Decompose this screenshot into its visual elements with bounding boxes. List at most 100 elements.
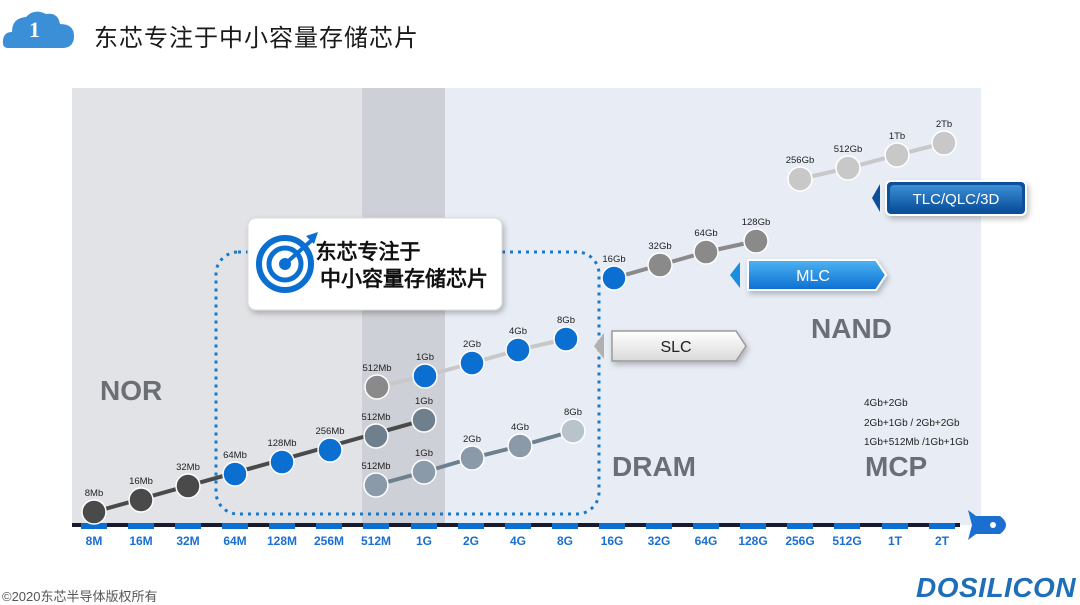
point-label: 4Gb	[511, 422, 529, 433]
series-dram: 512Mb 1Gb 2Gb 4Gb 8Gb	[361, 407, 586, 498]
axis-tick	[834, 523, 860, 529]
point-label: 8Gb	[557, 315, 575, 326]
point-label: 1Gb	[415, 448, 433, 459]
point-label: 128Gb	[742, 217, 771, 228]
data-point	[835, 155, 861, 181]
point-label: 2Tb	[936, 119, 952, 130]
tag-mlc-text: MLC	[796, 268, 830, 285]
tag-tlc: TLC/QLC/3D	[872, 180, 1027, 216]
axis-tick	[269, 523, 295, 529]
page-title: 东芯专注于中小容量存储芯片	[94, 24, 419, 52]
series-nor: 64Mb 128Mb 256Mb	[222, 426, 345, 487]
axis-tick	[693, 523, 719, 529]
data-point	[601, 265, 627, 291]
point-label: 8Mb	[85, 488, 103, 499]
axis-tick	[599, 523, 625, 529]
mcp-line-2: 2Gb+1Gb / 2Gb+2Gb	[864, 418, 960, 429]
axis-tick	[222, 523, 248, 529]
point-label: 128Mb	[267, 438, 296, 449]
axis-tick	[81, 523, 107, 529]
company-logo: DOSILICON	[916, 572, 1077, 603]
x-axis-label: 64G	[695, 534, 718, 548]
data-point	[128, 487, 154, 513]
point-label: 32Mb	[176, 462, 200, 473]
target-icon	[256, 232, 318, 293]
data-point	[553, 326, 579, 352]
x-axis-label: 256G	[785, 534, 814, 548]
axis-tick	[646, 523, 672, 529]
data-point	[222, 461, 248, 487]
nand-label: NAND	[811, 313, 892, 344]
data-point	[363, 423, 389, 449]
point-label: 256Gb	[786, 155, 815, 166]
point-label: 1Tb	[889, 131, 905, 142]
x-axis-label: 4G	[510, 534, 526, 548]
data-point	[364, 374, 390, 400]
x-axis-label: 256M	[314, 534, 344, 548]
rocket-icon	[968, 510, 1006, 540]
x-axis-label: 512G	[832, 534, 861, 548]
point-label: 16Gb	[602, 254, 625, 265]
x-axis-label: 64M	[223, 534, 246, 548]
data-point	[363, 472, 389, 498]
axis-tick	[316, 523, 342, 529]
mcp-label: MCP	[865, 451, 927, 482]
axis-tick	[128, 523, 154, 529]
x-axis-label: 2G	[463, 534, 479, 548]
callout-line-2: 中小容量存储芯片	[320, 267, 488, 291]
data-point	[411, 459, 437, 485]
point-label: 1Gb	[415, 396, 433, 407]
header: 1 东芯专注于中小容量存储芯片	[0, 0, 1080, 70]
series-mlc: 16Gb 32Gb 64Gb 128Gb	[601, 217, 771, 291]
axis-tick	[740, 523, 766, 529]
data-point	[787, 166, 813, 192]
x-axis-label: 2T	[935, 534, 950, 548]
tag-tlc-text: TLC/QLC/3D	[913, 191, 1000, 208]
series-line	[799, 141, 945, 181]
mcp-line-1: 4Gb+2Gb	[864, 398, 908, 409]
series-tlc-qlc-3d: 256Gb 512Gb 1Tb 2Tb	[786, 119, 957, 192]
data-point	[560, 418, 586, 444]
series-line	[613, 239, 757, 280]
section-number: 1	[29, 17, 40, 42]
data-point	[647, 252, 673, 278]
point-label: 64Gb	[694, 228, 717, 239]
tag-slc: SLC	[594, 330, 747, 362]
axis-tick	[929, 523, 955, 529]
point-label: 16Mb	[129, 476, 153, 487]
series-nor: 8Mb 16Mb 32Mb	[81, 462, 201, 525]
x-axis-label: 1G	[416, 534, 432, 548]
nor-label: NOR	[100, 375, 162, 406]
point-label: 8Gb	[564, 407, 582, 418]
axis-tick	[411, 523, 437, 529]
axis-tick	[505, 523, 531, 529]
copyright: ©2020东芯半导体版权所有	[2, 589, 158, 604]
axis-tick	[458, 523, 484, 529]
data-point	[884, 142, 910, 168]
series-slc: 512Mb 1Gb 2Gb 4Gb 8Gb	[362, 315, 579, 400]
x-axis-label: 8G	[557, 534, 573, 548]
axis-tick	[787, 523, 813, 529]
point-label: 512Gb	[834, 144, 863, 155]
point-label: 512Mb	[361, 412, 390, 423]
data-point	[459, 350, 485, 376]
point-label: 64Mb	[223, 450, 247, 461]
data-point	[81, 499, 107, 525]
tag-mlc: MLC	[730, 259, 888, 291]
data-point	[459, 445, 485, 471]
mcp-line-3: 1Gb+512Mb /1Gb+1Gb	[864, 437, 969, 448]
x-axis-label: 16M	[129, 534, 152, 548]
point-label: 256Mb	[315, 426, 344, 437]
point-label: 512Mb	[362, 363, 391, 374]
point-label: 2Gb	[463, 434, 481, 445]
point-label: 4Gb	[509, 326, 527, 337]
x-axis-label: 1T	[888, 534, 903, 548]
axis-tick	[552, 523, 578, 529]
data-point	[175, 473, 201, 499]
x-axis-label: 16G	[601, 534, 624, 548]
data-point	[317, 437, 343, 463]
tag-slc-text: SLC	[660, 339, 691, 356]
point-label: 2Gb	[463, 339, 481, 350]
data-point	[507, 433, 533, 459]
